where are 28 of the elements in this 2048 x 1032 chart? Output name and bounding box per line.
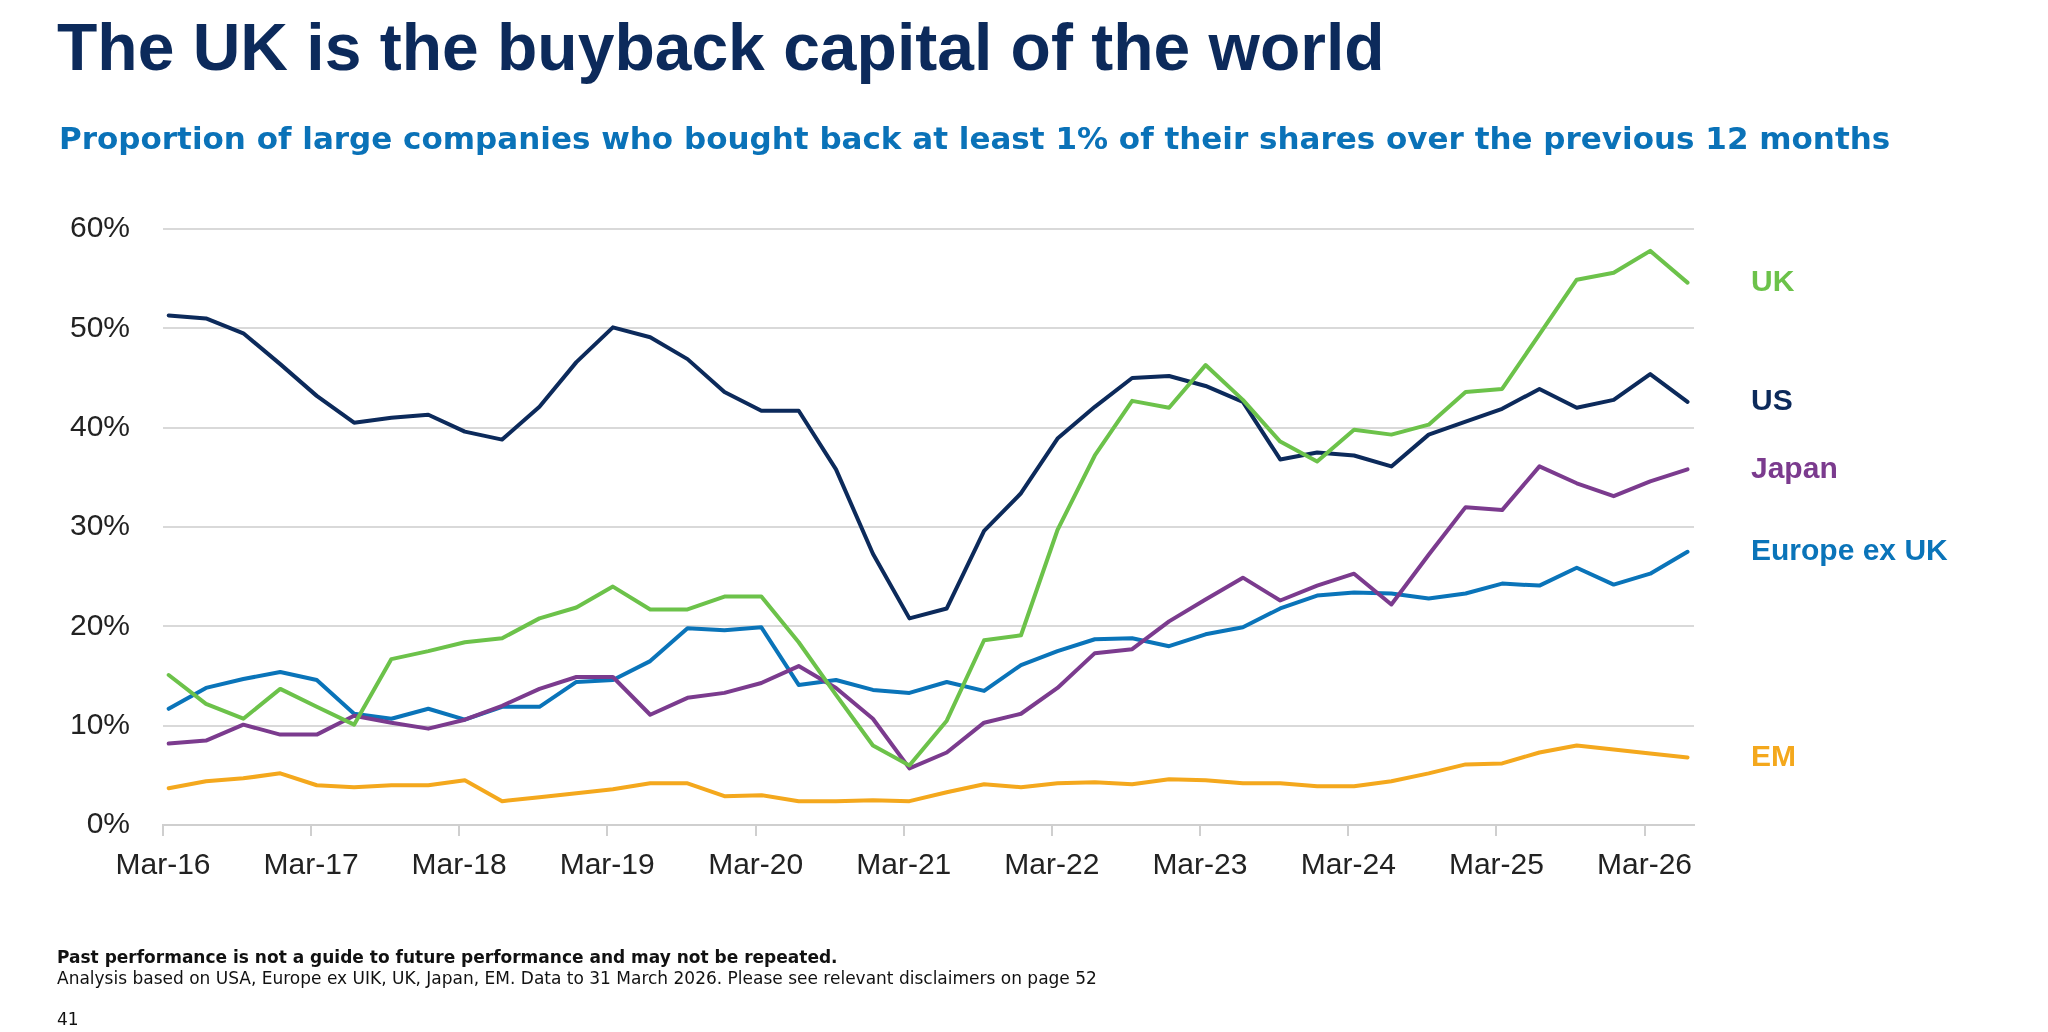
- text: Europe ex UK: [1751, 533, 1949, 567]
- text: Japan: [1751, 450, 1838, 484]
- text: Analysis based on USA, Europe ex UIK, UK, Japan, EM. Data to 31 March 2026. Please see relevant disclaimers on page 52: [57, 968, 1097, 988]
- x-tick-label: Mar-22: [1004, 847, 1100, 881]
- text: EM: [1751, 738, 1796, 772]
- text: Past performance is not a guide to future performance and may not be repeated.: [57, 947, 838, 967]
- x-tick-label: Mar-25: [1448, 847, 1544, 881]
- y-tick-label: 0%: [86, 806, 130, 840]
- y-tick-label: 60%: [69, 210, 130, 244]
- text: UK: [1751, 263, 1795, 297]
- y-tick-label: 10%: [69, 706, 130, 740]
- x-tick-label: Mar-24: [1300, 847, 1396, 881]
- text: US: [1751, 383, 1793, 417]
- y-tick-label: 20%: [69, 607, 130, 641]
- text: 41: [57, 1009, 79, 1029]
- x-tick-label: Mar-26: [1596, 847, 1693, 881]
- chart-subtitle: Proportion of large companies who bought back at least 1% of their shares over the previous 12 months: [59, 120, 1891, 156]
- y-tick-label: 30%: [69, 508, 130, 542]
- chart-title: The UK is the buyback capital of the world: [57, 10, 1385, 84]
- x-tick-label: Mar-21: [856, 847, 952, 881]
- x-tick-label: Mar-20: [708, 847, 804, 881]
- x-tick-label: Mar-16: [115, 847, 211, 881]
- x-tick-label: Mar-19: [559, 847, 655, 881]
- y-tick-label: 40%: [69, 408, 130, 442]
- x-tick-label: Mar-17: [263, 847, 359, 881]
- x-tick-label: Mar-18: [411, 847, 507, 881]
- y-tick-label: 50%: [69, 309, 130, 343]
- x-tick-label: Mar-23: [1152, 847, 1248, 881]
